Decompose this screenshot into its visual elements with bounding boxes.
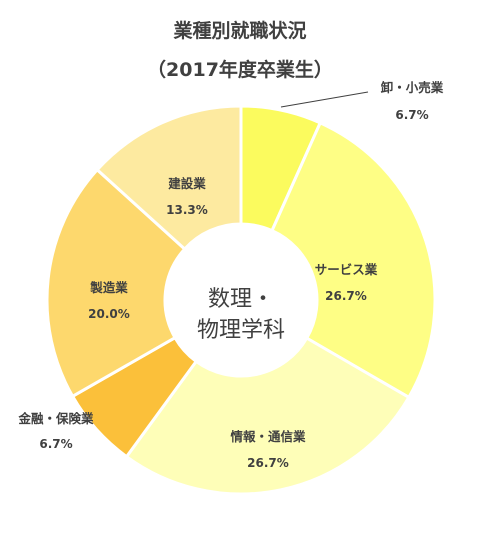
slice-info — [124, 336, 411, 496]
slice-value-oroshi: 6.7% — [395, 108, 428, 122]
slice-label-info: 情報・通信業 — [230, 429, 306, 444]
leader-line-oroshi — [280, 91, 369, 108]
slice-value-info: 26.7% — [247, 456, 289, 470]
chart-title-line2: （2017年度卒業生） — [147, 58, 333, 81]
slice-label-finance: 金融・保険業 — [17, 411, 94, 426]
slice-value-service: 26.7% — [325, 289, 367, 303]
slice-value-construction: 13.3% — [166, 203, 208, 217]
slice-label-manufacturing: 製造業 — [89, 280, 128, 295]
chart-title-line1: 業種別就職状況 — [172, 19, 306, 42]
slices-group — [45, 104, 437, 496]
slice-construction — [95, 104, 243, 252]
slice-manufacturing — [45, 167, 187, 399]
slice-value-manufacturing: 20.0% — [88, 307, 130, 321]
labels-group: 卸・小売業 6.7% サービス業 26.7% 情報・通信業 26.7% 金融・保険業 6.7%… — [17, 80, 443, 470]
center-label-line2: 物理学科 — [197, 318, 285, 343]
slice-value-finance: 6.7% — [39, 437, 72, 451]
slice-label-construction: 建設業 — [168, 176, 206, 191]
slice-label-service: サービス業 — [315, 262, 378, 277]
center-label-line1: 数理・ — [208, 287, 274, 312]
slice-service — [270, 120, 437, 400]
slice-label-oroshi: 卸・小売業 — [381, 80, 444, 95]
